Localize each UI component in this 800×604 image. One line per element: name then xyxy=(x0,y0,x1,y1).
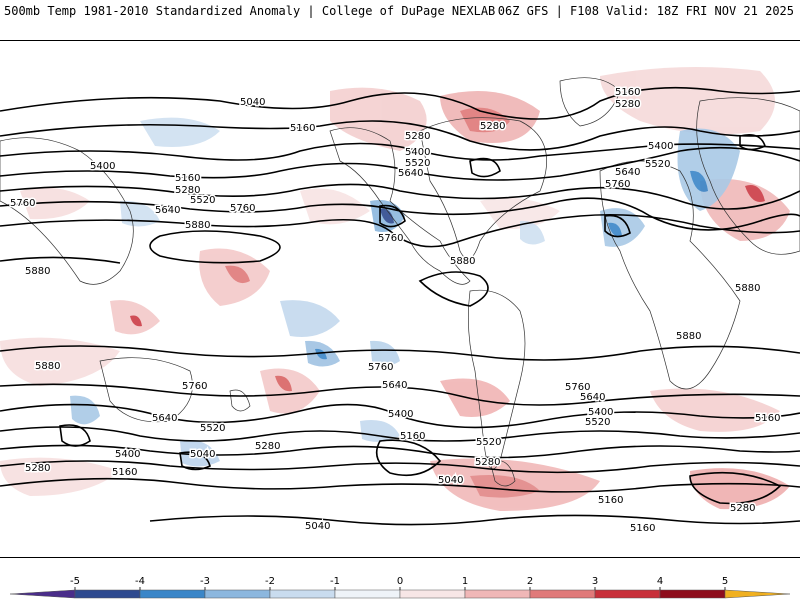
colorbar-tick-label: 2 xyxy=(527,576,533,587)
anomaly-map: 5040 5160 5280 5400 5520 5640 5400 5160 … xyxy=(0,67,800,536)
colorbar-tick-label: 4 xyxy=(657,576,663,587)
colorbar-segment xyxy=(594,589,661,599)
cold-anomaly-shading xyxy=(70,117,740,467)
contour-label: 5160 xyxy=(630,523,655,534)
contour-label: 5400 xyxy=(648,141,673,152)
contour-label: 5880 xyxy=(35,361,60,372)
contour-label: 5880 xyxy=(676,331,701,342)
colorbar-segment xyxy=(9,589,76,599)
contour-label: 5520 xyxy=(476,437,501,448)
contour-label: 5280 xyxy=(730,503,755,514)
contour-label: 5400 xyxy=(588,407,613,418)
contour-label: 5760 xyxy=(10,198,35,209)
colorbar-scale: -5 -4 -3 -2 -1 0 1 2 3 4 5 xyxy=(9,576,791,599)
contour-labels: 5040 5160 5280 5400 5520 5640 5400 5160 … xyxy=(9,86,782,536)
colorbar-segment xyxy=(724,589,791,599)
colorbar-segment xyxy=(464,589,531,599)
map-panel: 5040 5160 5280 5400 5520 5640 5400 5160 … xyxy=(0,40,800,558)
contour-label: 5760 xyxy=(378,233,403,244)
colorbar-segment xyxy=(334,589,401,599)
coastlines xyxy=(0,77,800,487)
colorbar-tick-label: -4 xyxy=(135,576,145,587)
contour-label: 5280 xyxy=(405,131,430,142)
colorbar-segment xyxy=(529,589,596,599)
contour-label: 5640 xyxy=(382,380,407,391)
colorbar-segment xyxy=(399,589,466,599)
contour-label: 5760 xyxy=(565,382,590,393)
contour-label: 5400 xyxy=(405,147,430,158)
contour-label: 5640 xyxy=(615,167,640,178)
contour-label: 5040 xyxy=(240,97,265,108)
contour-label: 5280 xyxy=(175,185,200,196)
contour-label: 5160 xyxy=(290,123,315,134)
colorbar-tick-label: 5 xyxy=(722,576,728,587)
contour-label: 5280 xyxy=(25,463,50,474)
contour-label: 5880 xyxy=(450,256,475,267)
colorbar-tick-label: -5 xyxy=(70,576,80,587)
contour-label: 5160 xyxy=(615,87,640,98)
contour-label: 5400 xyxy=(388,409,413,420)
colorbar-tick-label: -1 xyxy=(330,576,340,587)
contour-label: 5760 xyxy=(182,381,207,392)
contour-label: 5400 xyxy=(115,449,140,460)
contour-label: 5280 xyxy=(475,457,500,468)
contour-label: 5280 xyxy=(480,121,505,132)
contour-label: 5280 xyxy=(615,99,640,110)
contour-label: 5040 xyxy=(190,449,215,460)
map-title: 500mb Temp 1981-2010 Standardized Anomal… xyxy=(4,4,496,18)
contour-label: 5760 xyxy=(368,362,393,373)
contour-label: 5520 xyxy=(190,195,215,206)
colorbar-tick-label: 1 xyxy=(462,576,468,587)
colorbar-segment xyxy=(659,589,726,599)
model-run-info: 06Z GFS | F108 Valid: 18Z FRI NOV 21 202… xyxy=(497,4,794,18)
colorbar-tick-label: 3 xyxy=(592,576,598,587)
colorbar-tick-label: -3 xyxy=(200,576,210,587)
contour-label: 5880 xyxy=(185,220,210,231)
colorbar: -5 -4 -3 -2 -1 0 1 2 3 4 5 xyxy=(0,560,800,600)
contour-label: 5040 xyxy=(438,475,463,486)
contour-label: 5520 xyxy=(645,159,670,170)
contour-label: 5280 xyxy=(255,441,280,452)
contour-label: 5880 xyxy=(735,283,760,294)
contour-label: 5880 xyxy=(25,266,50,277)
colorbar-tick-label: 0 xyxy=(397,576,403,587)
colorbar-segment xyxy=(139,589,206,599)
warm-anomaly-shading xyxy=(0,67,790,511)
contour-label: 5760 xyxy=(230,203,255,214)
contour-label: 5760 xyxy=(605,179,630,190)
contour-label: 5160 xyxy=(400,431,425,442)
contour-label: 5520 xyxy=(405,158,430,169)
contour-label: 5160 xyxy=(598,495,623,506)
contour-label: 5160 xyxy=(755,413,780,424)
contour-label: 5520 xyxy=(585,417,610,428)
colorbar-segment xyxy=(269,589,336,599)
colorbar-tick-label: -2 xyxy=(265,576,275,587)
contour-label: 5640 xyxy=(155,205,180,216)
contour-label: 5640 xyxy=(152,413,177,424)
contour-label: 5640 xyxy=(580,392,605,403)
contour-label: 5160 xyxy=(112,467,137,478)
height-contours xyxy=(0,86,800,526)
colorbar-segment xyxy=(204,589,271,599)
contour-label: 5400 xyxy=(90,161,115,172)
contour-label: 5160 xyxy=(175,173,200,184)
colorbar-segment xyxy=(74,589,141,599)
contour-label: 5640 xyxy=(398,168,423,179)
contour-label: 5040 xyxy=(305,521,330,532)
contour-label: 5520 xyxy=(200,423,225,434)
